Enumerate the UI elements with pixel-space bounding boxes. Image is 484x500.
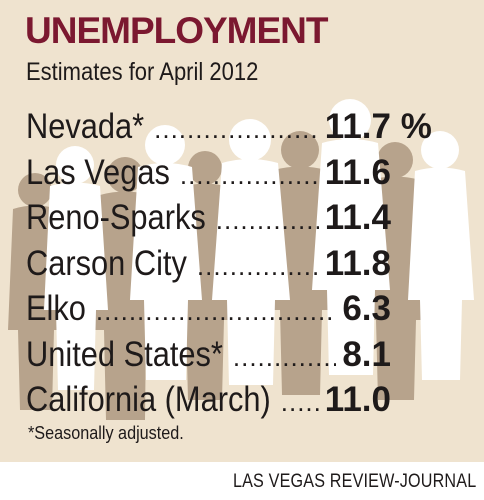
rate-value: 8.1 — [342, 334, 391, 374]
dot-leader: ........................................… — [215, 205, 319, 235]
chart-title: UNEMPLOYMENT — [25, 10, 328, 51]
table-row: ........................................… — [26, 104, 466, 150]
rate-value: 6.3 — [342, 289, 391, 328]
area-label: California (March) — [26, 380, 271, 419]
rate-value: 11.4 — [324, 198, 391, 237]
silhouette-figure-9 — [408, 131, 474, 380]
area-label: Nevada* — [26, 107, 145, 146]
dot-leader: ........................................… — [154, 114, 319, 144]
rate-value: 11.0 — [324, 380, 391, 419]
dot-leader: ........................................… — [179, 159, 319, 190]
area-label: United States* — [26, 334, 223, 374]
table-row: ........................................… — [26, 195, 466, 241]
area-label: Reno-Sparks — [26, 198, 206, 237]
area-label: Las Vegas — [26, 152, 170, 192]
dot-leader: ........................................… — [232, 341, 336, 372]
rate-value: 11.8 — [324, 243, 391, 283]
silhouette-figure-6 — [130, 125, 202, 380]
source-credit: LAS VEGAS REVIEW-JOURNAL — [232, 471, 476, 492]
footnote: *Seasonally adjusted. — [28, 423, 184, 443]
infographic-panel: UNEMPLOYMENT Estimates for April 2012 ..… — [0, 0, 484, 462]
chart-subtitle: Estimates for April 2012 — [26, 58, 259, 86]
silhouette-figure-7 — [212, 119, 290, 385]
people-silhouettes-illustration — [8, 99, 474, 420]
light-silhouette-group — [44, 99, 474, 390]
silhouette-figure-8 — [312, 99, 390, 375]
table-row: ........................................… — [26, 150, 466, 196]
rate-value: 11.7 % — [324, 107, 432, 146]
silhouette-figure-10 — [44, 146, 108, 390]
dot-leader: ........................................… — [196, 250, 319, 281]
rate-value: 11.6 — [324, 152, 391, 192]
dot-leader: ........................................… — [280, 387, 319, 417]
area-label: Elko — [26, 289, 86, 328]
table-row: ........................................… — [26, 286, 466, 332]
area-label: Carson City — [26, 243, 187, 283]
table-row: ........................................… — [26, 332, 466, 378]
table-row: ........................................… — [26, 377, 466, 423]
dot-leader: ........................................… — [95, 296, 337, 326]
table-row: ........................................… — [26, 241, 466, 287]
